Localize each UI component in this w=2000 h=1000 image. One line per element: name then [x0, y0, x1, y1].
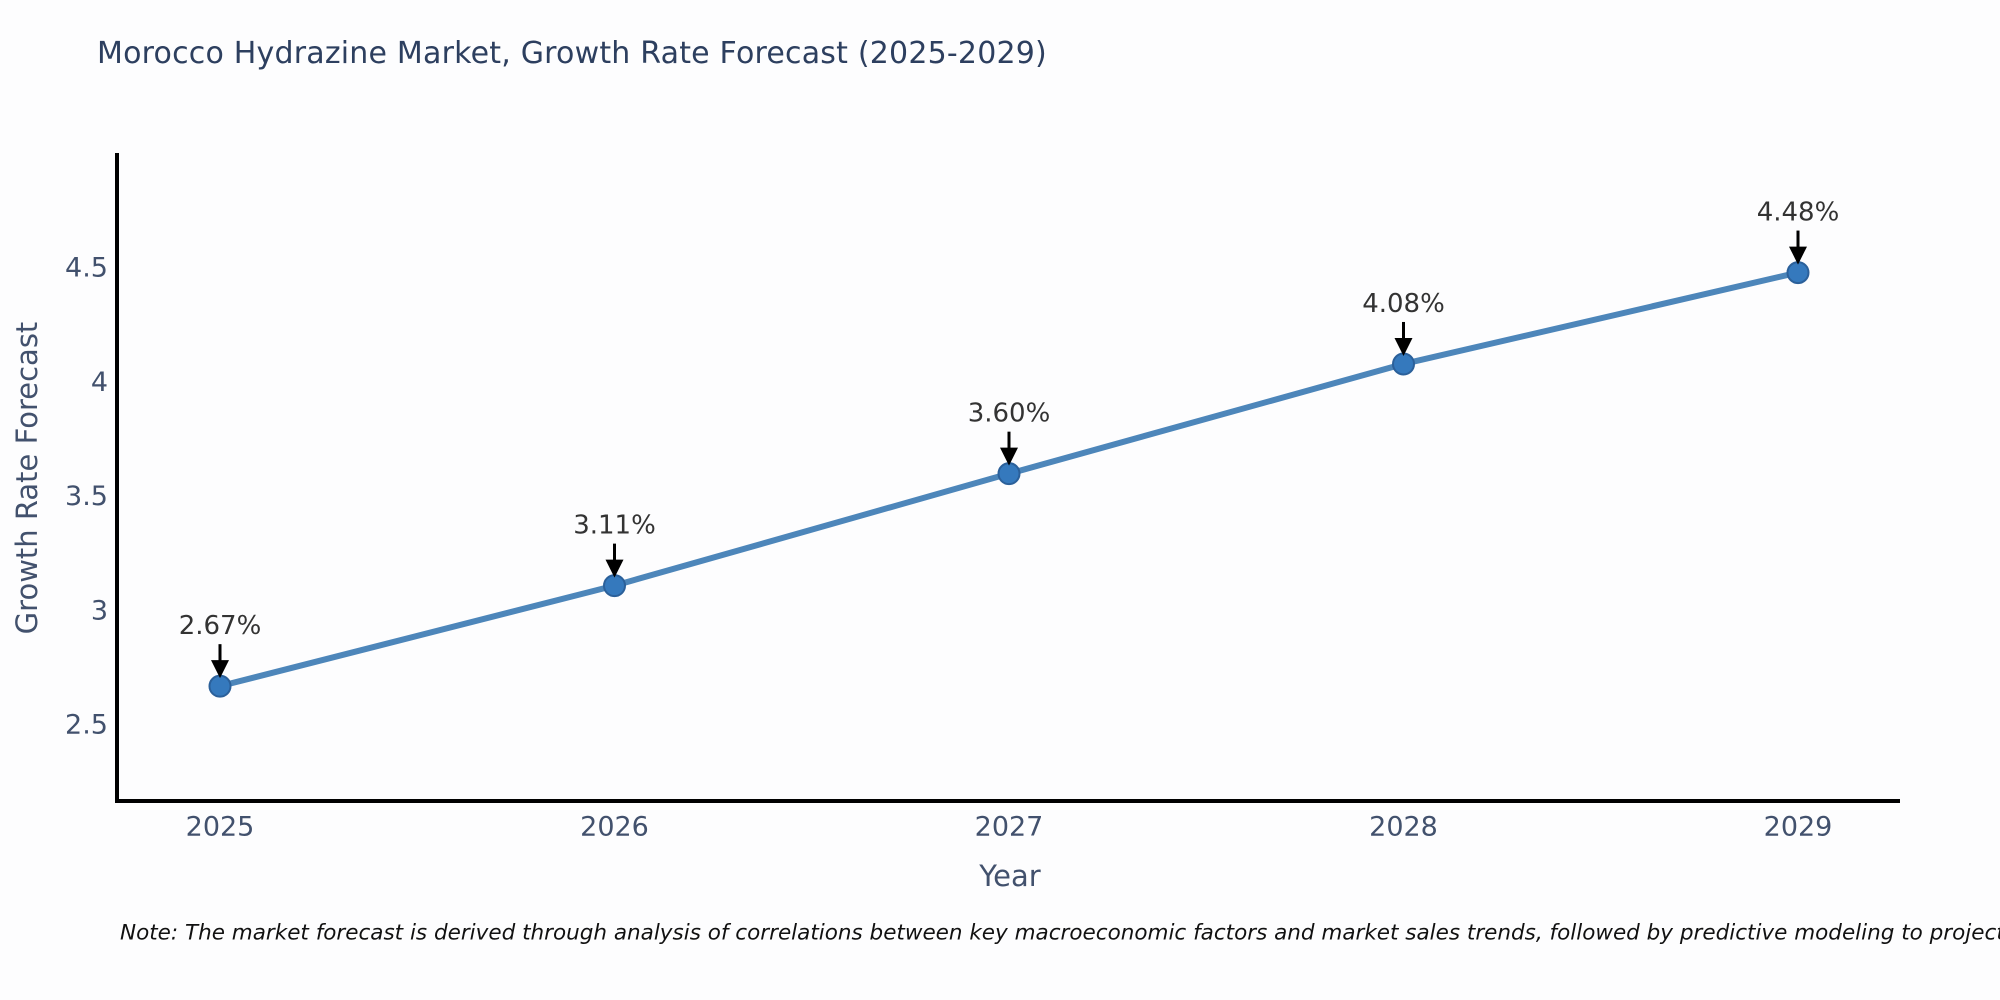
y-tick-label: 3.5 [65, 481, 108, 512]
data-point-label: 2.67% [179, 611, 262, 641]
footnote: Note: The market forecast is derived thr… [120, 920, 2000, 946]
annotation-arrow-head [1789, 246, 1807, 265]
annotation-arrow-head [211, 660, 229, 679]
x-tick-label: 2028 [1369, 812, 1438, 843]
x-tick-label: 2025 [186, 812, 255, 843]
data-point-label: 4.48% [1757, 198, 1840, 228]
chart-title: Morocco Hydrazine Market, Growth Rate Fo… [97, 36, 1047, 71]
x-tick-label: 2026 [580, 812, 649, 843]
y-tick-label: 3 [91, 595, 108, 626]
x-tick-label: 2027 [975, 812, 1044, 843]
data-point-label: 3.11% [573, 511, 656, 541]
y-tick-label: 4.5 [65, 253, 108, 284]
annotation-arrow-head [605, 559, 624, 578]
data-point-marker [1392, 352, 1415, 376]
data-point-marker [208, 674, 232, 698]
data-point-marker [603, 574, 626, 598]
annotation-arrow-head [1000, 447, 1018, 466]
data-point-marker [997, 462, 1021, 486]
data-point-label: 4.08% [1362, 289, 1445, 319]
y-tick-label: 4 [91, 367, 108, 398]
y-tick-label: 2.5 [65, 710, 108, 741]
data-point-marker [1786, 261, 1810, 285]
annotation-arrow-head [1394, 337, 1413, 356]
x-axis-title: Year [979, 859, 1041, 893]
data-point-label: 3.60% [968, 399, 1051, 429]
x-tick-label: 2029 [1764, 812, 1833, 843]
